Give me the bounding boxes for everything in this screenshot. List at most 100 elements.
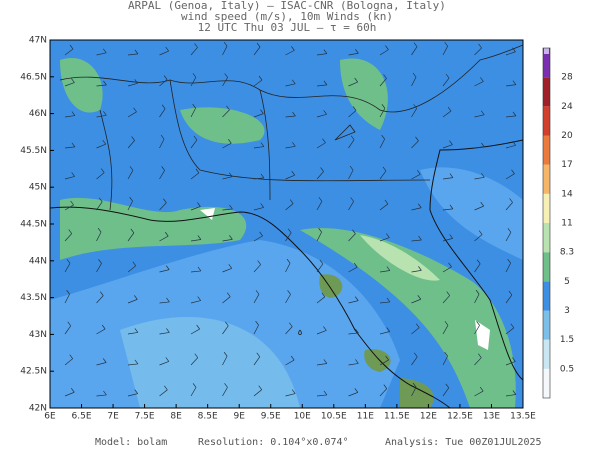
wind-barb (96, 328, 106, 335)
wind-barb-feather (166, 297, 170, 303)
wind-barb (348, 139, 355, 149)
wind-barb-feather (291, 79, 296, 85)
wind-barb-feather (479, 386, 484, 392)
wind-barb-feather (134, 295, 138, 300)
wind-barb-feather (255, 290, 260, 295)
wind-barb-feather (353, 262, 358, 268)
wind-barb (64, 115, 75, 118)
wind-barb (190, 357, 199, 366)
wind-barb (285, 294, 291, 304)
wind-barb (64, 293, 70, 304)
wind-barb (253, 264, 261, 273)
colorbar-label: 17 (561, 160, 572, 170)
lon-label: 8.5E (198, 412, 218, 422)
wind-barb (253, 113, 264, 118)
wind-barb (474, 234, 483, 242)
wind-barb (190, 139, 198, 149)
wind-barb-feather (323, 80, 328, 86)
wind-barb (159, 79, 168, 87)
wind-barb (348, 392, 358, 397)
colorbar-segment (543, 164, 550, 194)
wind-barb-feather (286, 258, 291, 264)
wind-barb-feather (195, 168, 200, 174)
wind-barb (411, 173, 421, 180)
wind-barb (190, 47, 198, 56)
wind-barb-feather (318, 227, 322, 233)
wind-barb (505, 327, 515, 335)
wind-barb-feather (382, 166, 387, 172)
wind-barb-feather (224, 321, 229, 327)
wind-barb (253, 324, 259, 335)
wind-barb (411, 140, 419, 149)
wind-barb-feather (415, 323, 420, 328)
wind-barb-feather (226, 292, 231, 297)
wind-barb (159, 138, 165, 149)
wind-barb-feather (71, 78, 75, 83)
wind-barb (159, 332, 170, 335)
wind-barb (411, 386, 417, 397)
wind-barb (64, 358, 73, 366)
wind-barb (222, 355, 228, 366)
wind-barb (505, 294, 513, 304)
wind-barb-feather (229, 204, 233, 210)
footer-analysis: Analysis: Tue 00Z01JUL2025 (385, 437, 542, 448)
wind-barb (411, 270, 422, 273)
wind-barb (253, 79, 263, 87)
wind-barb (348, 266, 358, 273)
wind-barb-feather (192, 103, 196, 109)
colorbar-label: 5 (564, 277, 570, 287)
wind-barb (127, 265, 137, 273)
wind-barb (127, 200, 133, 211)
wind-barb-feather (507, 228, 512, 233)
wind-barb (96, 201, 103, 211)
wind-barb (474, 146, 485, 149)
wind-barb-feather (257, 260, 261, 265)
wind-barb-feather (164, 385, 168, 391)
wind-barb (285, 232, 292, 242)
wind-barb (348, 110, 357, 118)
wind-barb (474, 205, 484, 211)
wind-barb (379, 138, 385, 149)
wind-barb (348, 169, 354, 180)
wind-barb-feather (318, 197, 323, 202)
wind-barb (127, 232, 135, 242)
lat-label: 44.5N (20, 220, 47, 230)
wind-barb (127, 53, 138, 56)
wind-barb (253, 146, 264, 149)
wind-barb (253, 389, 262, 397)
wind-barb (316, 394, 327, 397)
wind-barb (64, 263, 71, 273)
wind-barb-feather (103, 80, 107, 86)
wind-barb (474, 390, 484, 397)
wind-barb-feather (66, 289, 70, 295)
wind-barb-feather (134, 49, 139, 55)
wind-barb (316, 263, 324, 273)
wind-barb-feather (163, 198, 167, 203)
wind-barb (442, 355, 448, 366)
wind-barb-feather (165, 265, 170, 270)
wind-barb (411, 239, 422, 242)
wind-barb (222, 142, 232, 149)
wind-barb-feather (102, 358, 107, 363)
wind-barb-feather (354, 388, 359, 393)
lon-label: 7E (107, 412, 119, 422)
wind-barb (285, 50, 295, 56)
wind-barb (348, 201, 354, 211)
wind-barb-feather (194, 43, 198, 48)
wind-barb-feather (69, 44, 74, 50)
wind-barb (379, 108, 386, 118)
wind-barb-feather (102, 48, 107, 53)
wind-barb-feather (323, 390, 328, 396)
wind-barb (285, 145, 296, 149)
wind-barb-feather (445, 383, 450, 389)
wind-barb (316, 142, 326, 149)
wind-barb (285, 203, 294, 211)
wind-barb-feather (197, 202, 201, 207)
wind-barb-feather (132, 261, 137, 266)
wind-barb-feather (129, 196, 133, 202)
wind-barb-feather (480, 110, 485, 116)
lon-label: 13E (483, 412, 500, 422)
wind-barb (159, 389, 168, 397)
lat-label: 45N (29, 183, 47, 193)
wind-barb (96, 114, 107, 118)
